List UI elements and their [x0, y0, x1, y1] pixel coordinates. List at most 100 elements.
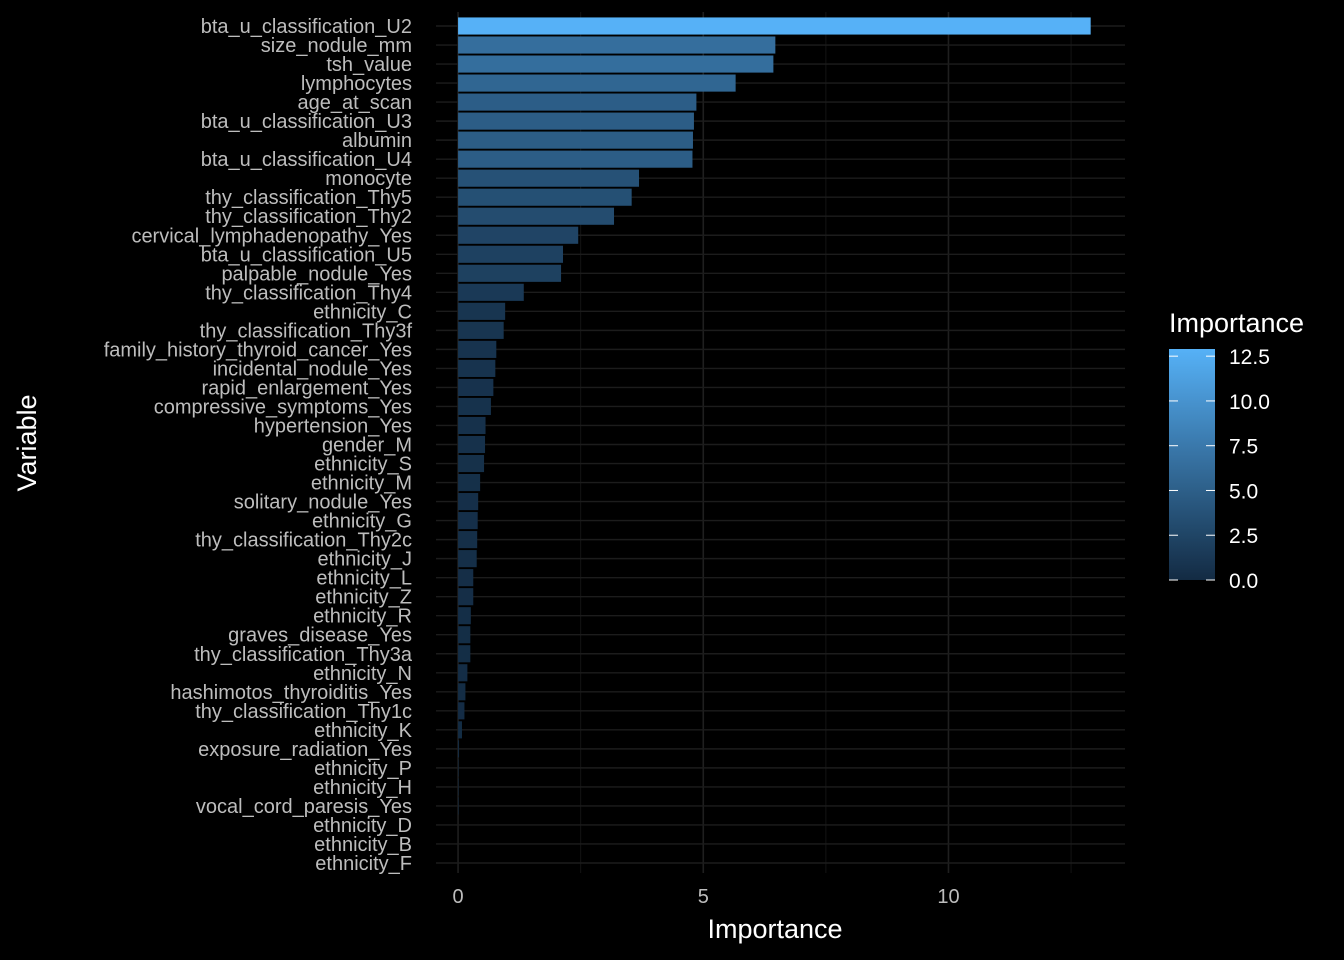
- y-tick-label: ethnicity_L: [316, 568, 412, 590]
- y-tick-label: exposure_radiation_Yes: [198, 739, 412, 761]
- y-tick-label: ethnicity_B: [314, 834, 412, 856]
- bar: [458, 150, 693, 168]
- y-tick-label: ethnicity_K: [314, 720, 412, 742]
- y-tick-label: cervical_lymphadenopathy_Yes: [131, 225, 412, 247]
- x-tick-labels: 0 5 10: [453, 886, 960, 908]
- bar: [458, 93, 697, 111]
- y-tick-label: incidental_nodule_Yes: [213, 358, 412, 380]
- bar: [458, 169, 640, 187]
- y-tick-label: thy_classification_Thy3a: [194, 644, 413, 666]
- y-tick-label: rapid_enlargement_Yes: [201, 377, 412, 399]
- bar: [458, 359, 496, 377]
- y-tick-label: hashimotos_thyroiditis_Yes: [170, 682, 412, 704]
- y-tick-label: thy_classification_Thy2c: [195, 530, 412, 552]
- y-tick-label: ethnicity_G: [312, 511, 412, 533]
- bar: [458, 683, 466, 701]
- y-tick-label: bta_u_classification_U4: [201, 149, 412, 171]
- y-tick-label: compressive_symptoms_Yes: [154, 396, 412, 418]
- y-tick-label: thy_classification_Thy5: [205, 187, 412, 209]
- y-tick-label: family_history_thyroid_cancer_Yes: [104, 339, 412, 361]
- y-tick-label: ethnicity_D: [313, 815, 412, 837]
- x-tick-label: 0: [453, 886, 464, 908]
- bar: [458, 607, 471, 625]
- bar: [458, 36, 776, 54]
- bar: [458, 664, 468, 682]
- y-tick-label: gender_M: [322, 435, 412, 457]
- y-tick-label: ethnicity_S: [314, 454, 412, 476]
- y-tick-label: albumin: [342, 130, 412, 152]
- y-tick-label: palpable_nodule_Yes: [221, 263, 412, 285]
- bar: [458, 264, 562, 282]
- bar: [458, 702, 465, 720]
- y-tick-label: ethnicity_C: [313, 301, 412, 323]
- legend-tick-label: 0.0: [1229, 570, 1258, 593]
- bar: [458, 302, 506, 320]
- y-tick-label: ethnicity_Z: [315, 587, 412, 609]
- y-tick-label: age_at_scan: [297, 92, 412, 114]
- y-tick-label: ethnicity_M: [311, 473, 412, 495]
- legend-title: Importance: [1169, 308, 1304, 338]
- y-tick-label: tsh_value: [326, 54, 412, 76]
- bar: [458, 569, 474, 587]
- bar: [458, 512, 478, 530]
- y-tick-label: ethnicity_J: [318, 549, 413, 571]
- y-tick-label: lymphocytes: [301, 73, 412, 95]
- x-tick-label: 10: [937, 886, 959, 908]
- bar: [458, 645, 471, 663]
- y-tick-label: ethnicity_R: [313, 606, 412, 628]
- bar: [458, 245, 564, 263]
- y-tick-labels: bta_u_classification_U2size_nodule_mmtsh…: [104, 16, 413, 875]
- y-tick-label: graves_disease_Yes: [228, 625, 412, 647]
- y-tick-label: thy_classification_Thy2: [205, 206, 412, 228]
- bar: [458, 74, 736, 92]
- y-tick-label: thy_classification_Thy1c: [195, 701, 412, 723]
- y-tick-label: solitary_nodule_Yes: [234, 492, 412, 514]
- y-tick-label: bta_u_classification_U3: [201, 111, 412, 133]
- bar: [458, 416, 486, 435]
- y-tick-label: vocal_cord_paresis_Yes: [196, 796, 412, 818]
- y-tick-label: hypertension_Yes: [254, 415, 412, 437]
- bar: [458, 550, 477, 568]
- bar: [458, 188, 632, 206]
- y-tick-label: thy_classification_Thy3f: [200, 320, 413, 342]
- bars: [458, 17, 1091, 815]
- bar: [458, 454, 485, 473]
- bar: [458, 340, 497, 358]
- bar: [458, 531, 478, 549]
- legend-tick-label: 2.5: [1229, 525, 1258, 548]
- y-tick-label: thy_classification_Thy4: [205, 282, 412, 304]
- bar: [458, 112, 694, 130]
- legend-tick-label: 12.5: [1229, 346, 1270, 369]
- legend-colorbar: [1169, 349, 1215, 580]
- bar: [458, 588, 474, 606]
- y-tick-label: size_nodule_mm: [261, 35, 412, 57]
- bar: [458, 493, 479, 511]
- bar: [458, 283, 524, 301]
- color-legend: Importance 0.0 2.5 5.0 7.5 10.0 12.5: [1169, 308, 1304, 593]
- y-tick-label: ethnicity_P: [314, 758, 412, 780]
- bar: [458, 740, 460, 758]
- bar: [458, 321, 504, 339]
- bar: [458, 17, 1091, 35]
- legend-tick-label: 5.0: [1229, 480, 1258, 503]
- y-tick-label: ethnicity_F: [315, 853, 412, 875]
- bar: [458, 207, 615, 225]
- legend-tick-label: 7.5: [1229, 436, 1258, 459]
- bar: [458, 473, 481, 492]
- y-tick-label: bta_u_classification_U5: [201, 244, 412, 266]
- legend-ticks: 0.0 2.5 5.0 7.5 10.0 12.5: [1169, 346, 1270, 593]
- x-axis-title: Importance: [707, 914, 842, 944]
- legend-tick-label: 10.0: [1229, 391, 1270, 414]
- y-axis-title: Variable: [12, 394, 42, 491]
- bar: [458, 721, 462, 739]
- y-tick-label: monocyte: [325, 168, 412, 190]
- y-tick-label: bta_u_classification_U2: [201, 16, 412, 38]
- y-tick-label: ethnicity_H: [313, 777, 412, 799]
- bar: [458, 55, 774, 73]
- y-tick-label: ethnicity_N: [313, 663, 412, 685]
- bar: [458, 378, 494, 396]
- bar: [458, 626, 471, 644]
- bar: [458, 435, 486, 454]
- x-tick-label: 5: [698, 886, 709, 908]
